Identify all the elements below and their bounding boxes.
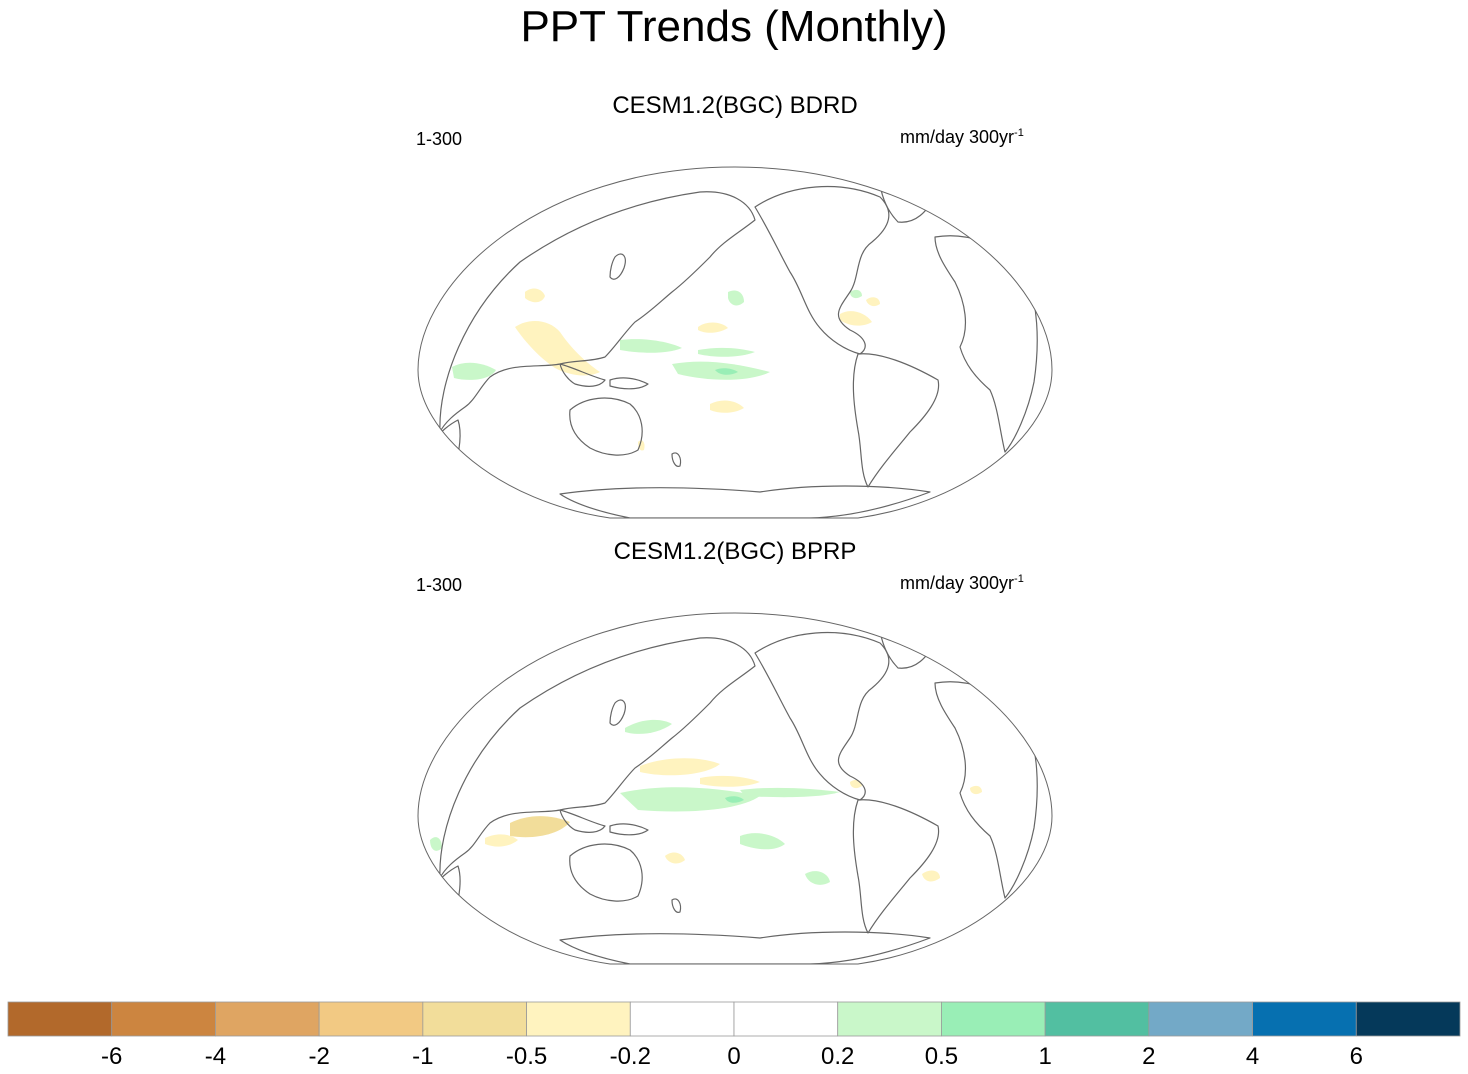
- colorbar-box: [629, 1001, 735, 1037]
- colorbar-box: [1252, 1001, 1357, 1037]
- colorbar-tick-label: 1: [1038, 1043, 1051, 1070]
- colorbar-box: [941, 1001, 1046, 1037]
- colorbar-tick-label: 2: [1142, 1043, 1155, 1070]
- anomaly-wet-africa: [430, 837, 442, 851]
- colorbar-tick-label: 0: [727, 1043, 740, 1070]
- anomaly-wet-atlantic: [850, 289, 862, 299]
- trend-map: [417, 166, 1053, 519]
- units-label: mm/day 300yr-1: [900, 573, 1024, 593]
- coastline-asia-eurasia: [439, 637, 756, 879]
- colorbar-box: [111, 1001, 216, 1037]
- coastline-south-america: [852, 799, 940, 934]
- map-border: [417, 166, 1053, 519]
- coastline-maritime-new-guinea: [609, 377, 649, 390]
- period-label: 1-300: [416, 575, 463, 595]
- colorbar-box: [422, 1001, 527, 1037]
- colorbar-box: [837, 1001, 942, 1037]
- anomaly-wet-ne-pacific: [728, 290, 744, 306]
- coastline-japan: [609, 699, 626, 726]
- coastline-north-america: [754, 631, 890, 801]
- anomaly-dry-indonesia: [515, 320, 600, 376]
- anomaly-wet-equatorial-band: [740, 787, 840, 798]
- anomaly-dry-north-pacific: [640, 758, 720, 776]
- coastline-north-america: [754, 185, 890, 355]
- anomaly-wet-central-pacific-core: [715, 368, 738, 375]
- panel-title: CESM1.2(BGC) BDRD: [612, 92, 858, 119]
- coastline-maritime-se-asia: [559, 809, 606, 833]
- colorbar-tick-label: -0.2: [610, 1043, 651, 1070]
- colorbar-box: [7, 1001, 113, 1037]
- figure-title: PPT Trends (Monthly): [520, 2, 948, 51]
- colorbar-tick-label: -6: [101, 1043, 122, 1070]
- anomaly-wet-asia: [625, 719, 672, 734]
- anomaly-dry-central-pacific: [698, 322, 728, 333]
- map-background: [418, 167, 1052, 518]
- trend-map: [417, 612, 1053, 965]
- coastline-maritime-new-guinea: [609, 823, 649, 836]
- colorbar-tick-label: -4: [205, 1043, 226, 1070]
- anomaly-dry-gulf: [866, 297, 880, 307]
- anomaly-dry-southasia: [525, 288, 545, 303]
- colorbar-tick-label: -0.5: [506, 1043, 547, 1070]
- coastline-japan: [609, 253, 626, 280]
- coastline-maritime-se-asia: [559, 363, 606, 387]
- coastline-australia: [569, 397, 643, 456]
- coastline-australia: [569, 843, 643, 902]
- colorbar-tick-label: 0.5: [925, 1043, 958, 1070]
- anomaly-wet-central-pacific-core: [725, 796, 744, 803]
- colorbar-tick-label: -1: [412, 1043, 433, 1070]
- anomaly-wet-central-pacific: [620, 787, 760, 812]
- colorbar-box: [526, 1001, 631, 1037]
- anomaly-dry-africa: [970, 785, 982, 795]
- anomaly-wet-west-pacific: [620, 339, 682, 353]
- anomaly-dry-east-indian-ocean-light: [485, 834, 518, 847]
- anomaly-dry-east-indian-ocean: [510, 816, 570, 838]
- colorbar-box: [318, 1001, 424, 1037]
- colorbar-box: [1148, 1001, 1253, 1037]
- colorbar-box: [215, 1001, 320, 1037]
- colorbar-tick-label: 4: [1246, 1043, 1259, 1070]
- anomaly-dry-south-atlantic: [922, 870, 940, 882]
- map-background: [418, 613, 1052, 964]
- panel-bdrd: CESM1.2(BGC) BDRD 1-300 mm/day 300yr-1: [410, 92, 1060, 519]
- panel-title: CESM1.2(BGC) BPRP: [613, 538, 857, 565]
- anomaly-dry-north-equator: [700, 775, 760, 787]
- panel-bprp: CESM1.2(BGC) BPRP 1-300 mm/day 300yr-1: [410, 538, 1060, 965]
- units-label: mm/day 300yr-1: [900, 127, 1024, 147]
- anomaly-dry-se-australia: [638, 440, 645, 451]
- anomaly-dry-central-america: [840, 311, 872, 326]
- colorbar-box: [733, 1001, 839, 1037]
- colorbar: -6 -4 -2 -1 -0.5 -0.2 0 0.2 0.5 1 2 4 6: [7, 1001, 1461, 1070]
- map-border: [417, 612, 1053, 965]
- coastline-nz: [671, 898, 682, 913]
- anomaly-dry-south-pacific: [710, 400, 744, 413]
- colorbar-box: [1044, 1001, 1150, 1037]
- map-content: [418, 167, 1052, 518]
- period-label: 1-300: [416, 129, 463, 149]
- colorbar-tick-label: 0.2: [821, 1043, 854, 1070]
- map-content: [418, 613, 1052, 964]
- anomaly-wet-north-equator: [698, 347, 755, 357]
- anomaly-wet-indian-ocean: [452, 362, 496, 380]
- colorbar-tick-label: -2: [308, 1043, 329, 1070]
- anomaly-wet-south-pacific-2: [805, 871, 830, 885]
- coastline-asia-eurasia: [439, 191, 756, 433]
- anomaly-dry-sw-pacific: [665, 852, 685, 864]
- anomaly-wet-south-pacific: [740, 833, 785, 850]
- colorbar-tick-label: 6: [1350, 1043, 1363, 1070]
- colorbar-box: [1355, 1001, 1461, 1037]
- coastline-nz: [671, 452, 682, 467]
- coastline-south-america: [852, 353, 940, 488]
